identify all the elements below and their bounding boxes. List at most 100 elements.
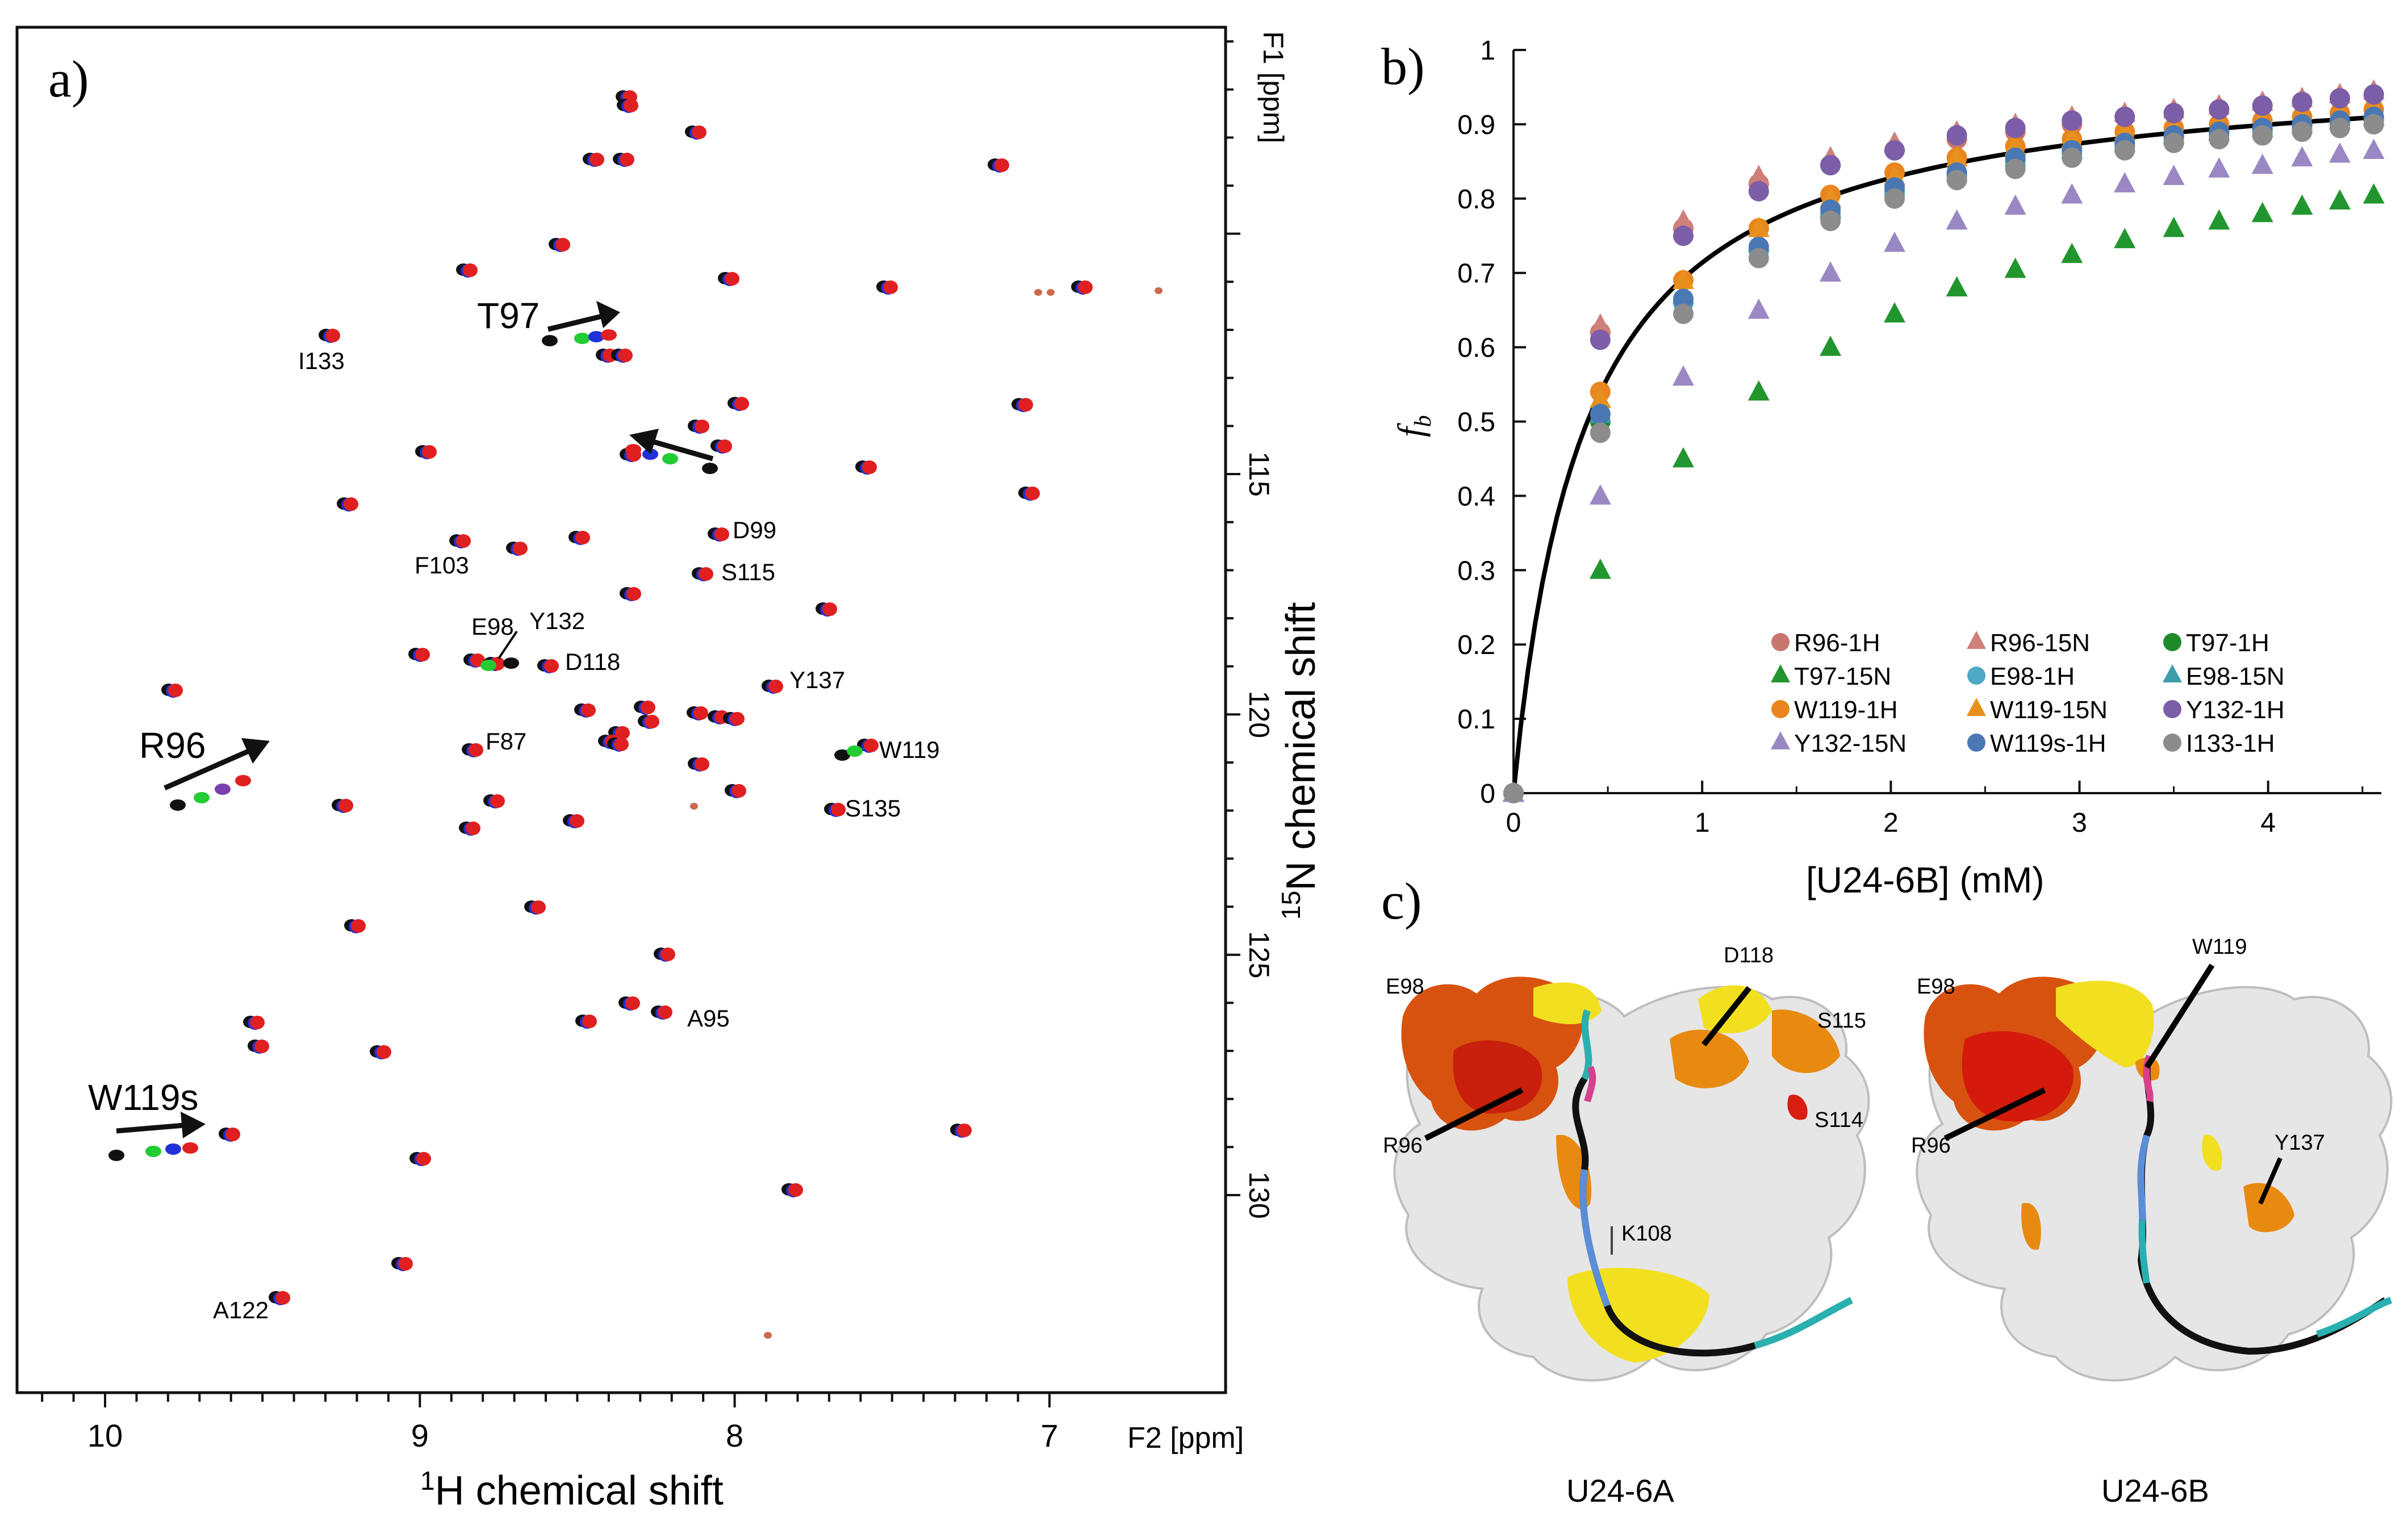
point-y132-1h	[1946, 125, 1967, 146]
patch-orange-s115-6a	[1772, 1009, 1840, 1073]
legend-r96-1h-label: R96-1H	[1794, 629, 1880, 657]
peak-red	[620, 153, 634, 166]
legend-t97-15n-marker	[1771, 664, 1790, 682]
peak-red	[582, 1015, 597, 1028]
binding-y-tick-label: 0.7	[1457, 259, 1495, 289]
point-t97-15n	[2004, 257, 2026, 278]
patch-orange-side-6b	[2021, 1202, 2041, 1250]
point-i133-1h	[1748, 248, 1769, 269]
point-i133-1h	[1884, 188, 1905, 209]
patch-orange-y137-6b	[2243, 1183, 2294, 1233]
point-i133-1h	[2114, 140, 2135, 161]
binding-axes: 0 1 2 3 4 0 0.1 0.2 0.3 0.4 0.5 0.6 0.7 0.8 0.9 1	[1457, 36, 2381, 838]
peak-small	[1034, 289, 1042, 296]
peak-label-w119: W119	[879, 736, 940, 763]
binding-y-tick-label: 0.4	[1457, 481, 1495, 512]
legend-t97-1h-label: T97-1H	[2186, 629, 2269, 657]
legend-r96-15n-marker	[1967, 631, 1986, 649]
binding-y-tick-label: 0.1	[1457, 705, 1495, 735]
legend-y132-15n-label: Y132-15N	[1794, 730, 1907, 757]
point-y132-15n	[1672, 365, 1694, 386]
point-t97-15n	[2328, 189, 2351, 210]
spectrum-x-tick-label: 9	[411, 1418, 429, 1453]
point-y132-1h	[2209, 99, 2230, 120]
point-r96-15n	[1672, 209, 1694, 230]
legend-w119s-1h-label: W119s-1H	[1990, 730, 2106, 757]
patch-red-s114-6a	[1787, 1095, 1808, 1120]
arrow-label-t97: T97	[477, 295, 540, 336]
point-y132-1h	[2005, 118, 2026, 139]
point-y132-1h	[1884, 140, 1905, 161]
peak-label-d118: D118	[565, 648, 620, 675]
peak-red	[692, 125, 706, 139]
peak-red	[422, 445, 437, 459]
panel-b-label: b)	[1381, 37, 1425, 95]
point-i133-1h	[1673, 303, 1694, 324]
spectrum-x-axis: 10 9 8 7	[41, 1393, 1058, 1453]
point-y132-1h	[2114, 106, 2135, 127]
spectrum-y-tick-label: 120	[1243, 691, 1275, 738]
r96-pointer-6a	[1424, 1087, 1524, 1141]
peak-red	[641, 701, 655, 714]
legend-t97-15n-label: T97-15N	[1794, 663, 1891, 690]
point-y132-15n	[2328, 142, 2351, 163]
peak-red	[734, 397, 749, 410]
peak-red	[377, 1045, 391, 1059]
legend-w119-1h-marker	[1771, 700, 1790, 718]
point-w119s-1h	[1673, 288, 1694, 309]
peak-red	[254, 1040, 269, 1053]
point-i133-1h	[2329, 118, 2350, 139]
peak-red	[693, 706, 708, 720]
title-u24-6a: U24-6A	[1566, 1473, 1675, 1508]
arrow-label-w119s: W119s	[88, 1077, 198, 1118]
d118-pointer-6a	[1702, 986, 1751, 1047]
peak-red	[695, 420, 709, 433]
peak-shift-mark	[182, 1142, 198, 1154]
legend-w119-1h-label: W119-1H	[1794, 696, 1898, 724]
binding-y-axis-title: fb	[1390, 415, 1436, 437]
arrow-w119s-head	[181, 1112, 206, 1138]
patch-red-6b	[1962, 1031, 2074, 1122]
point-t97-15n	[2208, 209, 2230, 230]
binding-y-tick-label: 0.8	[1457, 185, 1495, 215]
point-y132-1h	[2292, 91, 2313, 112]
peak-small	[764, 1332, 772, 1339]
point-t97-15n	[1748, 380, 1770, 401]
peak-label-y137: Y137	[789, 667, 845, 693]
point-t97-15n	[2163, 216, 2185, 237]
label-y137-6b: Y137	[2275, 1131, 2325, 1155]
peak-shift-mark	[625, 444, 641, 455]
peak-red	[490, 794, 505, 808]
peak-shift-mark	[588, 331, 604, 342]
peak-labels: I133 D99 S115 F103 E98 Y132 D118 Y137 W1…	[213, 347, 940, 1323]
binding-points	[1503, 79, 2385, 803]
point-t97-15n	[2363, 183, 2385, 204]
point-i133-1h	[2209, 129, 2230, 150]
title-u24-6b: U24-6B	[2101, 1473, 2209, 1508]
patch-orange-d118-6a	[1670, 1029, 1749, 1088]
peak-red	[466, 822, 480, 835]
peak-shift-mark	[601, 329, 617, 341]
peak-red	[398, 1257, 413, 1271]
point-y132-15n	[1946, 209, 1968, 230]
panel-c-label: c)	[1381, 872, 1422, 930]
legend-r96-15n-label: R96-15N	[1990, 629, 2090, 657]
peak-small	[1155, 287, 1163, 294]
peak-red	[730, 712, 745, 726]
point-w119-15n	[1748, 216, 1770, 237]
peak-shift-mark	[194, 792, 210, 803]
structure-panel: c) E98 D118 S115 R96	[1381, 872, 2393, 1508]
spectrum-y-tick-label: 130	[1243, 1171, 1275, 1218]
f2-unit-label: F2 [ppm]	[1127, 1422, 1244, 1455]
peak-shift-mark	[503, 657, 519, 669]
label-r96-6b: R96	[1911, 1134, 1951, 1158]
svg-text:fb: fb	[1390, 415, 1436, 437]
point-i133-1h	[2163, 132, 2184, 153]
point-r96-15n	[1589, 313, 1611, 334]
point-t97-15n	[1820, 336, 1842, 356]
peak-label-a95: A95	[687, 1005, 730, 1032]
legend-w119s-1h-marker	[1967, 734, 1985, 752]
peak-red	[883, 280, 898, 294]
legend-i133-1h-marker	[2163, 734, 2181, 752]
point-i133-1h	[2292, 121, 2313, 142]
